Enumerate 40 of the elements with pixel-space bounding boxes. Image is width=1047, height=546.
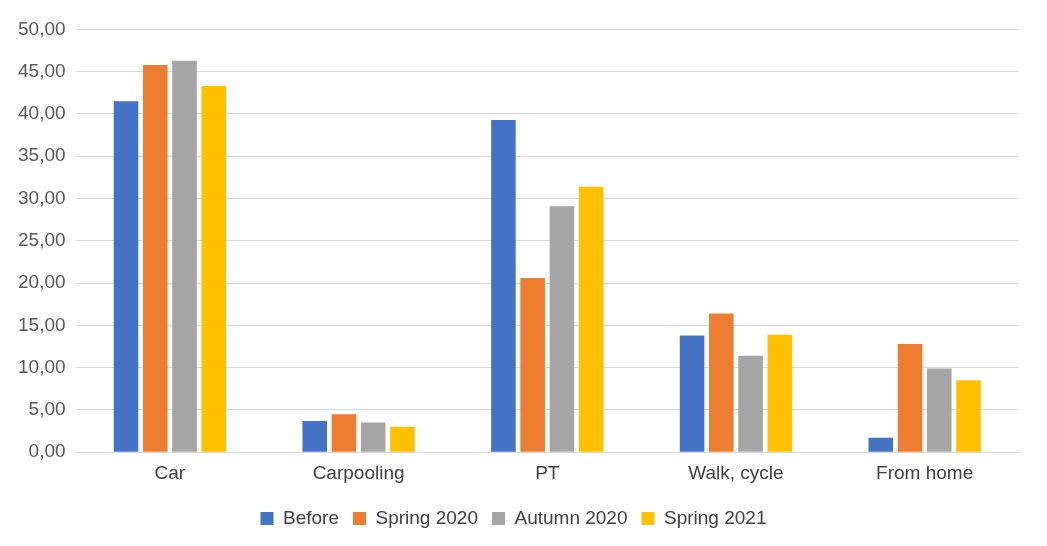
y-tick-label: 20,00 — [18, 271, 66, 293]
bar — [926, 368, 952, 452]
y-tick-label: 10,00 — [18, 355, 66, 377]
y-tick-label: 50,00 — [18, 17, 66, 39]
y-tick-label: 45,00 — [18, 59, 66, 81]
y-tick-label: 25,00 — [18, 229, 66, 251]
bar — [578, 186, 604, 452]
legend-label: Spring 2021 — [664, 506, 767, 528]
bar — [302, 420, 327, 452]
bar — [360, 422, 386, 452]
legend-label: Autumn 2020 — [514, 506, 628, 528]
bar — [738, 355, 763, 452]
y-tick-label: 40,00 — [18, 102, 66, 124]
bar — [331, 414, 357, 452]
bar — [709, 313, 734, 452]
bar — [679, 335, 705, 452]
y-tick-label: 15,00 — [18, 313, 66, 335]
bar — [549, 206, 575, 452]
bar — [142, 64, 168, 452]
bar — [767, 334, 793, 452]
legend-label: Before — [283, 506, 340, 528]
bar — [491, 119, 516, 452]
legend-label: Spring 2020 — [375, 506, 478, 528]
x-tick-label: Carpooling — [312, 461, 405, 483]
x-tick-label: PT — [535, 461, 560, 483]
y-tick-label: 0,00 — [28, 440, 66, 462]
x-tick-label: Car — [154, 461, 186, 483]
bar — [201, 86, 227, 452]
bar — [520, 278, 545, 452]
bar — [897, 343, 923, 452]
y-tick-label: 5,00 — [28, 398, 66, 420]
x-tick-label: From home — [876, 461, 974, 483]
bar — [172, 60, 197, 452]
y-tick-label: 30,00 — [18, 186, 66, 208]
bar — [956, 380, 981, 452]
bar — [868, 437, 894, 452]
x-tick-label: Walk, cycle — [688, 461, 784, 483]
bar — [390, 426, 415, 452]
y-tick-label: 35,00 — [18, 144, 66, 166]
bar — [113, 101, 139, 452]
